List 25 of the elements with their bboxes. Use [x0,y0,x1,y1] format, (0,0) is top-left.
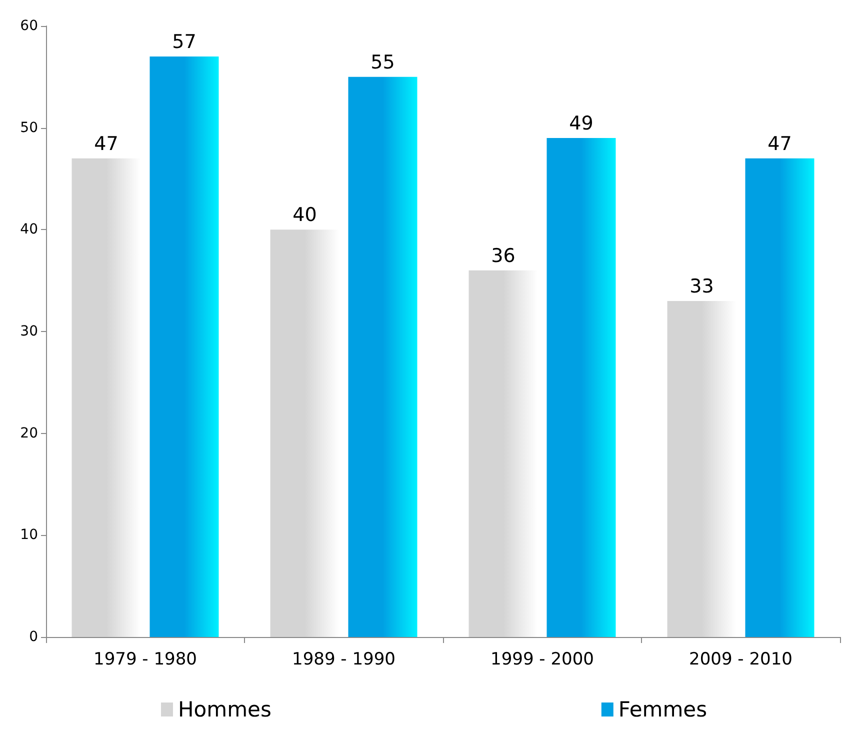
bar [348,76,418,637]
y-tick-label: 0 [29,629,38,645]
data-label: 49 [569,112,594,135]
data-label: 55 [370,51,395,74]
y-tick-label: 30 [20,324,38,340]
data-label: 40 [292,204,317,226]
x-tick-label: 1999 - 2000 [490,650,594,670]
data-label: 36 [491,244,516,267]
bar [150,56,219,637]
y-tick-label: 60 [20,18,38,34]
x-tick-label: 1979 - 1980 [94,650,197,670]
legend-label: Femmes [618,698,708,722]
y-tick-label: 50 [20,120,38,136]
bar [745,158,814,637]
y-tick-label: 20 [20,425,38,442]
data-label: 33 [690,275,714,298]
legend-label: Hommes [178,698,272,722]
bar [546,138,616,637]
y-tick-label: 10 [20,527,38,544]
x-tick-label: 1989 - 1990 [292,650,396,670]
data-label: 47 [94,132,118,155]
data-label: 57 [172,31,196,54]
x-tick-label: 2009 - 2010 [689,650,792,670]
y-tick-label: 40 [20,222,38,238]
data-label: 47 [768,132,792,155]
